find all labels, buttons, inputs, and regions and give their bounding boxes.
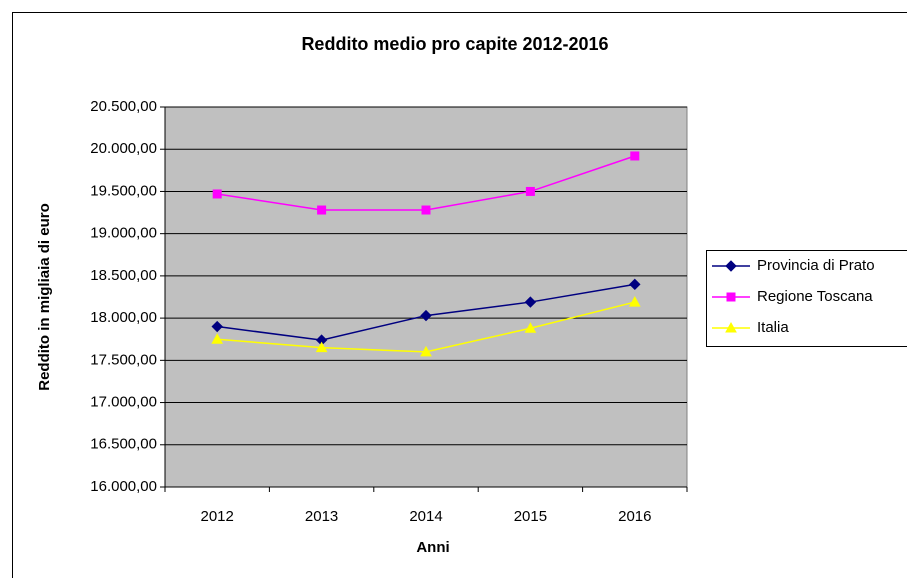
marker — [524, 322, 537, 333]
x-tick-label: 2013 — [305, 508, 338, 525]
y-tick-label: 18.000,00 — [90, 309, 157, 326]
x-tick-label: 2015 — [514, 508, 547, 525]
y-tick-label: 20.500,00 — [90, 98, 157, 115]
legend-label: Italia — [757, 319, 789, 336]
y-tick-label: 16.000,00 — [90, 478, 157, 495]
plot-area — [164, 106, 688, 488]
y-tick-label: 19.500,00 — [90, 182, 157, 199]
marker — [317, 205, 327, 215]
x-tick-label: 2012 — [201, 508, 234, 525]
y-axis-label: Reddito in migliaia di euro — [36, 203, 53, 391]
x-tick-label: 2014 — [409, 508, 442, 525]
marker — [420, 345, 432, 357]
marker — [629, 278, 641, 291]
y-tick-label: 17.500,00 — [90, 351, 157, 368]
y-tick-label: 16.500,00 — [90, 436, 157, 453]
marker — [211, 320, 223, 333]
y-tick-label: 18.500,00 — [90, 267, 157, 284]
x-tick-label: 2016 — [618, 508, 651, 525]
marker — [524, 296, 537, 308]
y-tick-label: 20.000,00 — [90, 140, 157, 157]
chart-title: Reddito medio pro capite 2012-2016 — [301, 34, 608, 54]
x-axis-label: Anni — [416, 539, 449, 556]
y-tick-label: 19.000,00 — [90, 225, 157, 242]
marker — [628, 296, 641, 307]
marker — [525, 186, 535, 196]
marker — [421, 205, 431, 215]
marker — [211, 333, 224, 344]
legend-marker — [725, 260, 737, 272]
marker — [420, 309, 432, 322]
legend-label: Regione Toscana — [757, 288, 873, 305]
marker — [630, 151, 640, 161]
legend-label: Provincia di Prato — [757, 257, 875, 274]
legend-marker — [725, 321, 737, 333]
y-tick-label: 17.000,00 — [90, 394, 157, 411]
legend-marker — [726, 292, 736, 302]
marker — [315, 341, 328, 353]
marker — [212, 189, 222, 199]
